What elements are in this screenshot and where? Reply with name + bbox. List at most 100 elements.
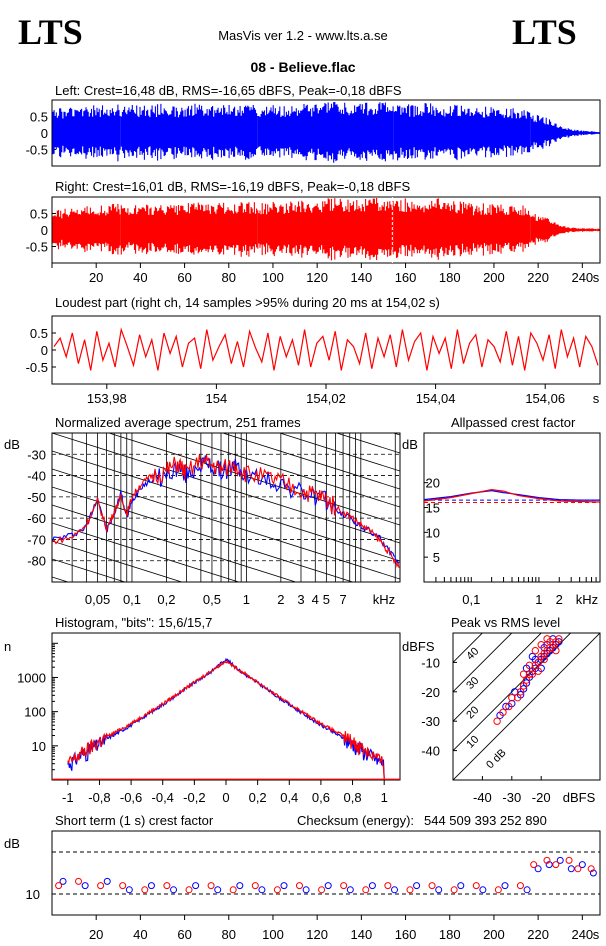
loudest-series	[53, 327, 599, 371]
ytick-label: 100	[24, 705, 46, 720]
left-waveform: Left: Crest=16,48 dB, RMS=-16,65 dBFS, P…	[26, 83, 601, 167]
xtick-label: 60	[177, 270, 191, 285]
shortcrest-point-right	[406, 886, 414, 894]
shortcrest-point-left	[578, 861, 586, 869]
plot-frame	[51, 632, 401, 781]
short-term-crest: Short term (1 s) crest factor Checksum (e…	[4, 813, 601, 942]
histogram-ylabel: n	[4, 639, 11, 654]
xunit-label: dBFS	[563, 790, 596, 805]
checksum-label: Checksum (energy):	[297, 813, 414, 828]
crest-diagonal	[453, 633, 513, 693]
shortcrest-point-right	[273, 886, 281, 894]
xtick-label: 120	[306, 927, 328, 942]
spectrum-series-left	[52, 455, 400, 566]
xtick-label: 154,06	[525, 391, 565, 406]
peakrms-point-right	[537, 641, 545, 649]
peakrms-title: Peak vs RMS level	[451, 615, 560, 630]
xtick-label: 7	[339, 592, 346, 607]
xtick-label: 200	[483, 927, 505, 942]
xtick-label: 0,05	[85, 592, 110, 607]
xtick-label: -0,8	[88, 790, 110, 805]
xtick-label: 140	[351, 927, 373, 942]
ytick-label: 10	[426, 525, 440, 540]
xtick-label: 0,2	[157, 592, 175, 607]
plot-frame	[51, 432, 401, 583]
slope-line	[52, 631, 400, 741]
shortcrest-title: Short term (1 s) crest factor	[55, 813, 214, 828]
xtick-label: 20	[89, 270, 103, 285]
shortcrest-point-left	[125, 886, 133, 894]
xtick-label: -40	[473, 790, 492, 805]
ytick-label: 1000	[17, 670, 46, 685]
crest-diagonal	[453, 633, 542, 722]
xtick-label: -0,6	[120, 790, 142, 805]
spectrum-grid	[52, 433, 400, 741]
shortcrest-ylabel: dB	[4, 836, 20, 851]
shortcrest-point-right	[384, 882, 392, 890]
xtick-label: 3	[297, 592, 304, 607]
ytick-label: 15	[426, 501, 440, 516]
shortcrest-point-left	[280, 882, 288, 890]
shortcrest-point-right	[428, 882, 436, 890]
xtick-label: 0,2	[249, 790, 267, 805]
allpassed-series-right	[423, 488, 601, 503]
shortcrest-point-right	[229, 886, 237, 894]
spectrum-ylabel: dB	[4, 437, 20, 452]
shortcrest-point-right	[141, 886, 149, 894]
peakrms-point-left	[555, 638, 563, 646]
slope-line	[52, 540, 184, 582]
shortcrest-point-left	[81, 882, 89, 890]
shortcrest-point-right	[251, 882, 259, 890]
xtick-label: 5	[323, 592, 330, 607]
shortcrest-point-left	[258, 886, 266, 894]
xtick-label: 0,4	[280, 790, 298, 805]
shortcrest-point-left	[192, 882, 200, 890]
xtick-label: 0,6	[312, 790, 330, 805]
peakrms-point-right	[522, 676, 531, 684]
right-waveform-series	[52, 198, 600, 261]
shortcrest-point-right	[119, 882, 127, 890]
slope-line	[164, 433, 400, 508]
xtick-label: 200	[483, 270, 505, 285]
shortcrest-point-right	[185, 886, 193, 894]
left-waveform-title: Left: Crest=16,48 dB, RMS=-16,65 dBFS, P…	[55, 83, 402, 98]
shortcrest-point-right	[494, 886, 502, 894]
peakrms-point-right	[519, 682, 528, 690]
shortcrest-point-left	[589, 869, 597, 877]
shortcrest-point-left	[391, 886, 398, 894]
shortcrest-point-left	[103, 877, 111, 885]
shortcrest-point-left	[214, 886, 222, 894]
loudest-part: Loudest part (right ch, 14 samples >95% …	[26, 295, 601, 406]
slope-line	[52, 486, 354, 582]
shortcrest-point-left	[236, 882, 244, 890]
shortcrest-point-right	[55, 882, 63, 890]
xtick-label: 220	[527, 927, 549, 942]
peakrms-point-right	[534, 667, 542, 675]
right-waveform: Right: Crest=16,01 dB, RMS=-16,19 dBFS, …	[26, 179, 601, 285]
checksum-value: 544 509 393 252 890	[424, 813, 547, 828]
shortcrest-point-left	[501, 882, 509, 890]
peakrms-point-right	[519, 670, 528, 678]
ytick-label: -30	[27, 447, 46, 462]
peakrms-point-left	[528, 652, 537, 661]
peakrms-point-right	[552, 646, 560, 655]
plot-frame	[423, 432, 601, 583]
xtick-label: 0,1	[462, 592, 480, 607]
allpassed-ylabel: dB	[402, 437, 418, 452]
slope-line	[52, 595, 400, 705]
xtick-label: 2	[277, 592, 284, 607]
slope-line	[221, 433, 400, 490]
peakrms-point-right	[528, 670, 537, 678]
diagonal-label: 0 dB	[484, 747, 508, 771]
xtick-label: -20	[532, 790, 551, 805]
ytick-label: 0	[41, 223, 48, 238]
shortcrest-point-right	[340, 882, 348, 890]
xtick-label: -0,4	[152, 790, 174, 805]
shortcrest-point-left	[435, 886, 443, 894]
xtick-label: 100	[262, 927, 284, 942]
shortcrest-point-left	[368, 882, 376, 890]
slope-line	[278, 433, 400, 472]
shortcrest-point-right	[295, 882, 303, 890]
